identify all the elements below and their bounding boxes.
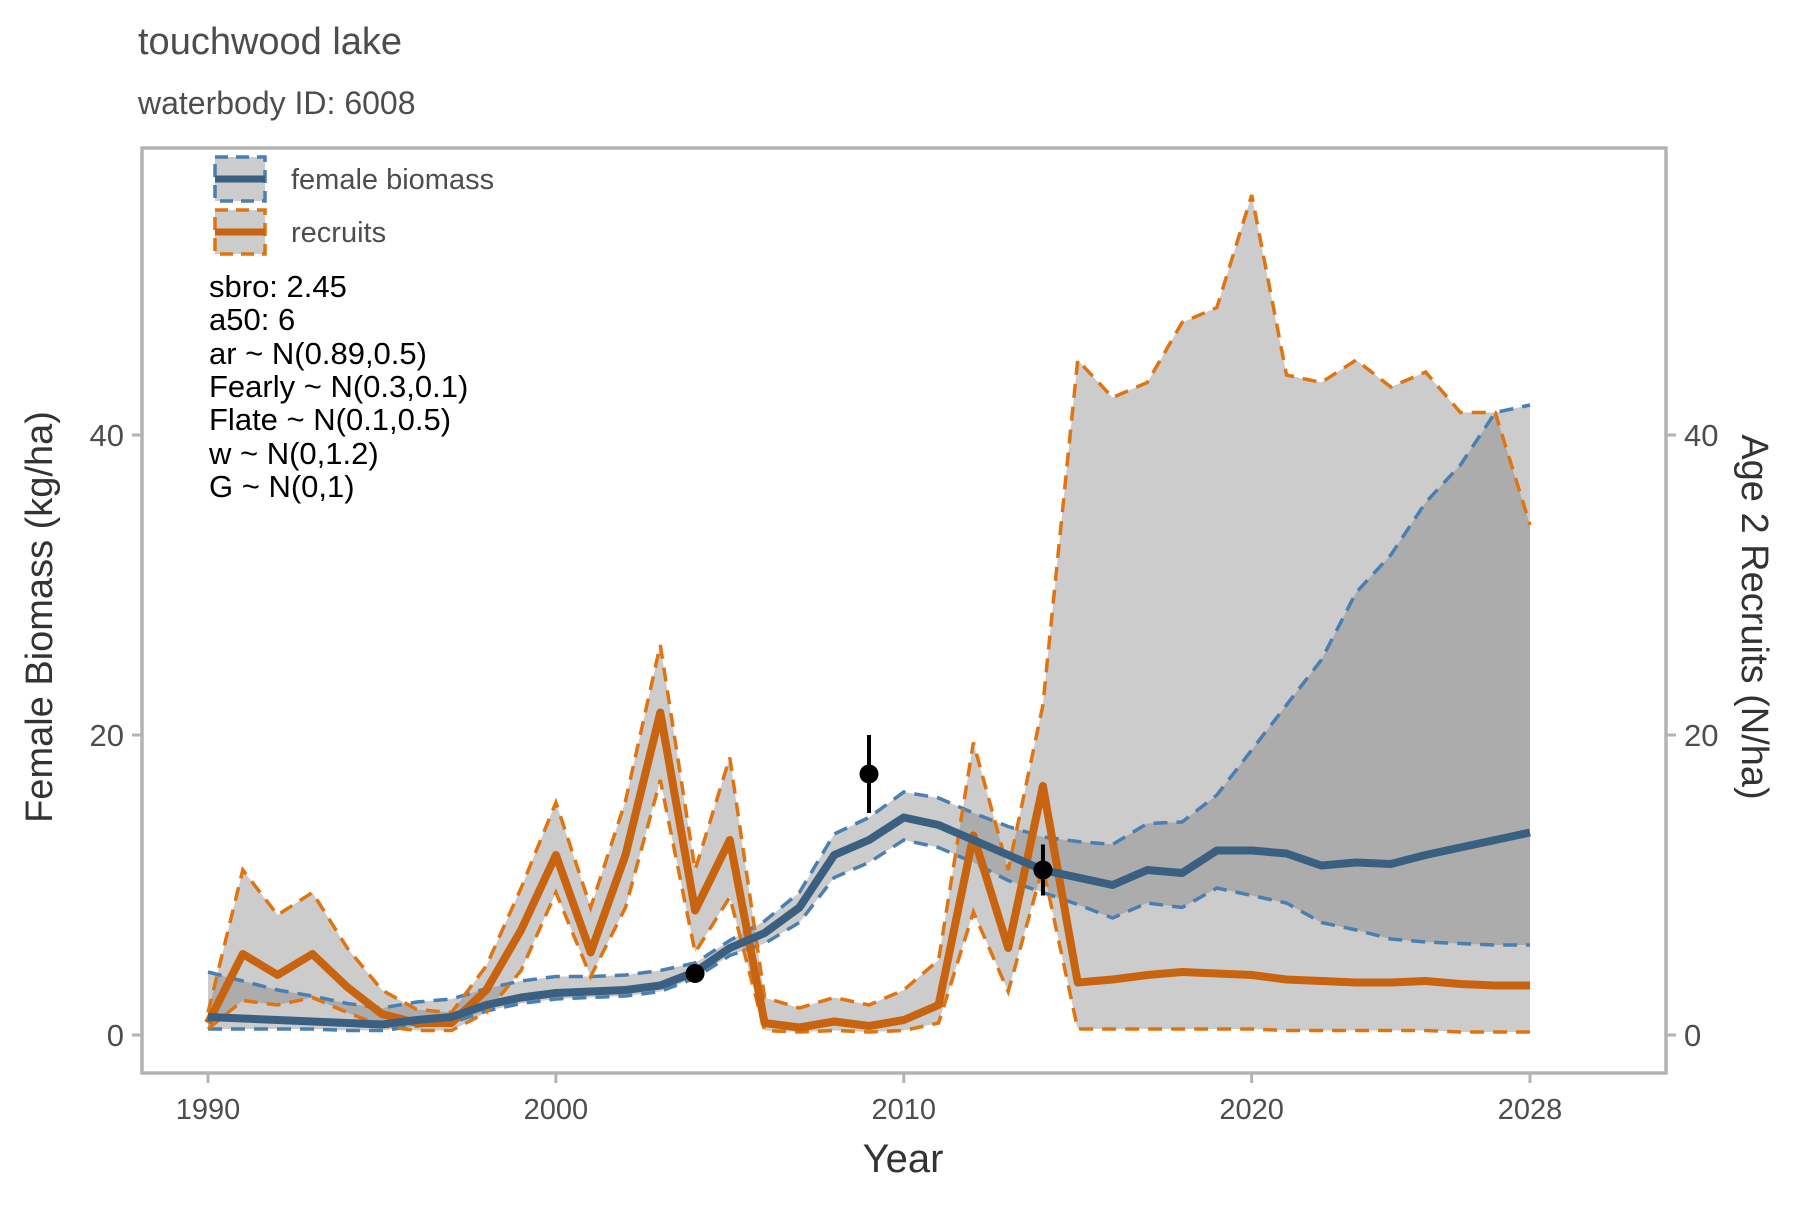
legend-label: female biomass (291, 164, 494, 196)
y-tick-label-left: 40 (90, 418, 124, 453)
y-axis-label-right: Age 2 Recruits (N/ha) (1733, 434, 1775, 799)
legend-label: recruits (291, 217, 386, 249)
chart-subtitle: waterbody ID: 6008 (137, 85, 416, 121)
y-tick-label-right: 0 (1684, 1018, 1701, 1053)
recruits-lower-bound (206, 779, 1530, 1034)
female-biomass-line (207, 813, 1531, 1029)
observation-point (685, 964, 705, 983)
y-tick-label-right: 40 (1684, 418, 1718, 453)
x-tick-label: 2000 (524, 1094, 589, 1126)
recruits-band (208, 195, 1530, 1032)
annotation-line: Flate ~ N(0.1,0.5) (209, 402, 451, 437)
recruits-upper-bound (206, 194, 1532, 1015)
annotation-line: sbro: 2.45 (209, 269, 347, 304)
annotation-line: a50: 6 (209, 302, 295, 337)
y-axis-label-left: Female Biomass (kg/ha) (19, 411, 61, 823)
annotation-line: G ~ N(0,1) (209, 469, 355, 504)
x-tick-label: 2020 (1219, 1094, 1284, 1126)
annotation-block: sbro: 2.45 a50: 6 ar ~ N(0.89,0.5) Fearl… (208, 269, 468, 504)
y-tick-label-right: 20 (1684, 718, 1718, 753)
annotation-line: w ~ N(0,1.2) (208, 436, 379, 471)
chart-title: touchwood lake (138, 21, 402, 63)
x-tick-label: 2028 (1498, 1094, 1563, 1126)
axes: 1990 2000 2010 2020 2028 0 20 40 0 20 40 (90, 146, 1718, 1126)
observation-point (1033, 860, 1053, 880)
biomass-band (208, 405, 1530, 1031)
x-tick-label: 2010 (872, 1094, 937, 1126)
observation-points (685, 735, 1053, 983)
y-tick-label-left: 0 (107, 1018, 124, 1053)
annotation-line: ar ~ N(0.89,0.5) (209, 336, 427, 371)
observation-point (859, 764, 879, 784)
series-lines (204, 708, 1531, 1032)
x-axis-label: Year (863, 1137, 944, 1181)
annotation-line: Fearly ~ N(0.3,0.1) (209, 369, 468, 404)
x-tick-label: 1990 (176, 1094, 241, 1126)
y-tick-label-left: 20 (90, 718, 124, 753)
legend: female biomass recruits (213, 155, 494, 256)
uncertainty-bands (208, 195, 1530, 1032)
